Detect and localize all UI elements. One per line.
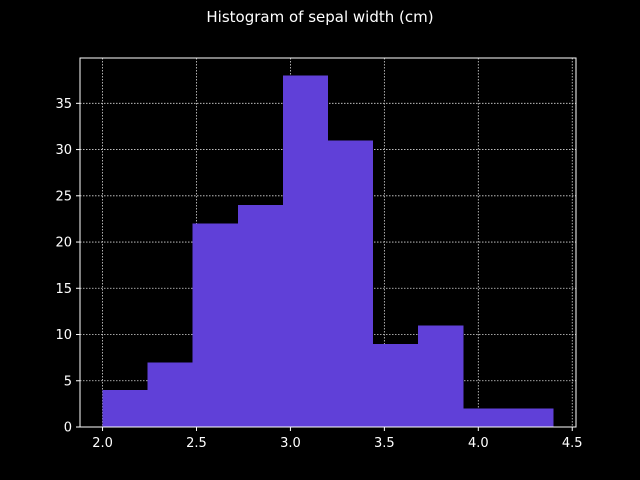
- histogram-bar: [508, 408, 554, 427]
- x-tick-label: 2.5: [186, 436, 207, 451]
- histogram-bar: [102, 390, 148, 427]
- y-tick-label: 30: [55, 143, 72, 158]
- histogram-bar: [237, 205, 283, 427]
- x-tick-label: 3.0: [280, 436, 301, 451]
- y-tick-label: 10: [55, 328, 72, 343]
- histogram-bars: [102, 75, 554, 428]
- y-tick-label: 15: [55, 282, 72, 297]
- x-tick-label: 4.5: [562, 436, 583, 451]
- y-tick-label: 25: [55, 189, 72, 204]
- histogram-bar: [282, 75, 328, 428]
- x-axis-ticks: 2.0 2.5 3.0 3.5 4.0 4.5: [92, 427, 583, 451]
- y-tick-label: 0: [64, 421, 72, 436]
- histogram-bar: [418, 325, 464, 427]
- histogram-bar: [328, 140, 374, 427]
- histogram-bar: [463, 408, 509, 427]
- histogram-bar: [373, 343, 419, 427]
- chart-title: Histogram of sepal width (cm): [206, 8, 433, 26]
- x-tick-label: 4.0: [468, 436, 489, 451]
- histogram-bar: [192, 223, 238, 427]
- x-tick-label: 3.5: [374, 436, 395, 451]
- y-tick-label: 35: [55, 97, 72, 112]
- x-tick-label: 2.0: [92, 436, 113, 451]
- y-axis-ticks: 0 5 10 15 20 25 30 35: [55, 97, 80, 436]
- histogram-bar: [147, 362, 193, 427]
- y-tick-label: 5: [64, 374, 72, 389]
- y-tick-label: 20: [55, 236, 72, 251]
